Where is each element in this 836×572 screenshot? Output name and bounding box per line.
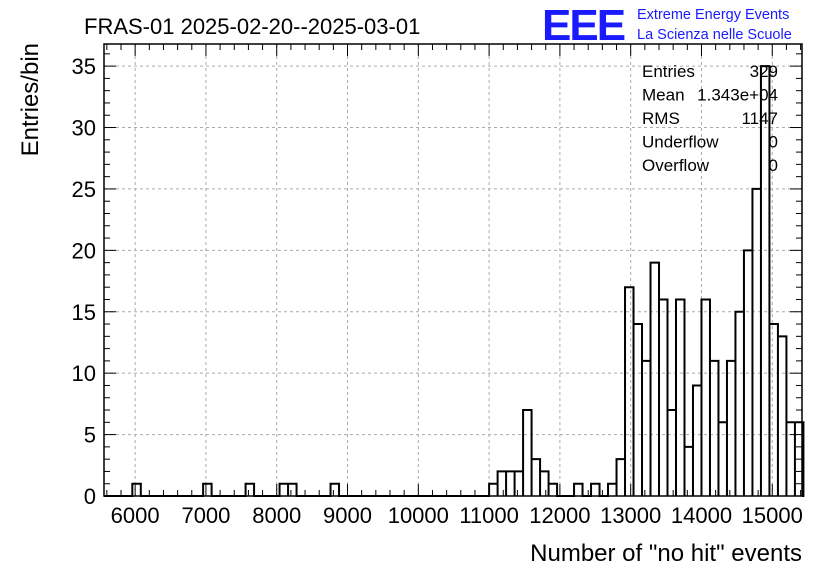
histogram-bin	[532, 459, 540, 496]
histogram-bin	[617, 459, 625, 496]
plot-frame	[103, 43, 803, 497]
logo-line-1: Extreme Energy Events	[637, 7, 789, 23]
logo-line-2: La Scienza nelle Scuole	[637, 27, 792, 43]
histogram-bin	[701, 299, 709, 496]
histogram-bin	[727, 361, 735, 496]
histogram-bin	[288, 484, 296, 496]
histogram-bin	[634, 324, 642, 496]
histogram-bin	[574, 484, 582, 496]
histogram-bin	[769, 324, 777, 496]
histogram-bin	[523, 410, 531, 496]
stats-value: 1.343e+04	[697, 86, 778, 105]
histogram-outline	[104, 65, 805, 497]
histogram-bin	[132, 484, 140, 496]
axis-ticks	[104, 44, 802, 497]
x-tick-label: 8000	[252, 503, 301, 528]
stats-label: Underflow	[642, 133, 719, 152]
histogram-bin	[684, 447, 692, 496]
y-tick-label: 30	[72, 116, 96, 141]
histogram-bin	[735, 312, 743, 496]
histogram-bin	[710, 361, 718, 496]
stats-box: Entries 329 Mean 1.343e+04 RMS 1147 Underflow 0…	[642, 62, 778, 175]
x-tick-label: 9000	[323, 503, 372, 528]
stats-value: 0	[769, 156, 778, 175]
histogram-bin	[642, 361, 650, 496]
histogram-bin	[625, 287, 633, 496]
histogram-bin	[591, 484, 599, 496]
y-tick-labels: 0 5 10 15 20 25 30 35	[72, 54, 96, 509]
histogram-bin	[718, 422, 726, 496]
histogram-bin	[651, 263, 659, 496]
y-tick-label: 15	[72, 300, 96, 325]
y-tick-label: 10	[72, 361, 96, 386]
stats-label: RMS	[642, 109, 680, 128]
histogram-bin	[515, 471, 523, 496]
y-tick-label: 0	[84, 484, 96, 509]
x-tick-label: 12000	[529, 503, 590, 528]
eee-logo-mark: EEE	[542, 1, 625, 50]
y-tick-label: 35	[72, 54, 96, 79]
x-tick-label: 7000	[181, 503, 230, 528]
grid-lines	[104, 44, 802, 496]
histogram-bars	[132, 66, 803, 496]
histogram-bin	[246, 484, 254, 496]
x-tick-label: 15000	[742, 503, 803, 528]
stats-label: Entries	[642, 62, 695, 81]
stats-label: Overflow	[642, 156, 710, 175]
histogram-bin	[331, 484, 339, 496]
histogram-bin	[540, 471, 548, 496]
stats-value: 0	[769, 133, 778, 152]
y-axis-label: Entries/bin	[17, 43, 44, 156]
histogram-bin	[761, 66, 769, 496]
histogram-bin	[280, 484, 288, 496]
histogram-bin	[549, 484, 557, 496]
x-tick-label: 14000	[671, 503, 732, 528]
x-tick-label: 11000	[459, 503, 519, 528]
chart-title: FRAS-01 2025-02-20--2025-03-01	[84, 14, 420, 39]
histogram-bin	[778, 336, 786, 496]
x-tick-labels: 6000 7000 8000 9000 10000 11000 12000 13000 1400…	[111, 503, 803, 528]
histogram-bin	[506, 471, 514, 496]
x-tick-label: 13000	[600, 503, 661, 528]
y-tick-label: 25	[72, 177, 96, 202]
histogram-bin	[489, 484, 497, 496]
histogram-bin	[693, 385, 701, 496]
histogram-bin	[608, 484, 616, 496]
y-tick-label: 5	[84, 423, 96, 448]
y-tick-label: 20	[72, 238, 96, 263]
x-tick-label: 10000	[388, 503, 449, 528]
histogram-bin	[659, 299, 667, 496]
histogram-bin	[786, 422, 794, 496]
stats-value: 329	[750, 62, 778, 81]
histogram-bin	[667, 410, 675, 496]
stats-label: Mean	[642, 86, 685, 105]
histogram-bin	[498, 471, 506, 496]
x-tick-label: 6000	[111, 503, 160, 528]
stats-value: 1147	[741, 109, 778, 128]
histogram-bin	[752, 189, 760, 496]
histogram-bin	[676, 299, 684, 496]
histogram-bin	[203, 484, 211, 496]
x-axis-label: Number of "no hit" events	[530, 540, 802, 567]
eee-logo: EEE Extreme Energy Events La Scienza nel…	[542, 1, 792, 50]
